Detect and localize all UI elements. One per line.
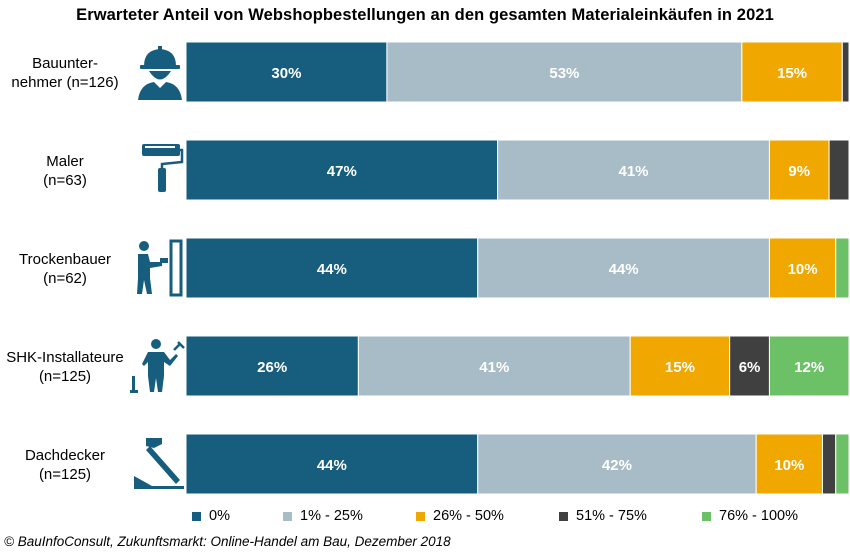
bar-segment: [185, 41, 388, 103]
category-label-line1: Dachdecker: [24, 447, 106, 464]
bar-segment: [185, 335, 359, 397]
bar-segment: [185, 237, 479, 299]
source-note: © BauInfoConsult, Zukunftsmarkt: Online-…: [4, 534, 451, 549]
category-label-line1: Trockenbauer: [19, 251, 111, 268]
data-label: 26%: [257, 359, 287, 376]
legend-item-1: 1% - 25%: [283, 508, 363, 524]
data-label: 41%: [619, 163, 649, 180]
bar-segment: [477, 433, 757, 495]
bar-segment: [835, 237, 850, 299]
data-label: 10%: [774, 457, 804, 474]
category-label-bauunternehmer: Bauunter- nehmer (n=126): [0, 54, 130, 92]
legend-label: 51% - 75%: [576, 508, 647, 524]
data-label: 53%: [549, 65, 579, 82]
legend-item-3: 51% - 75%: [559, 508, 647, 524]
legend-label: 0%: [209, 508, 230, 524]
data-label: 44%: [317, 261, 347, 278]
bar-segment: [386, 41, 743, 103]
paint-roller-icon: [142, 144, 184, 192]
category-label-line2: nehmer (n=126): [11, 74, 119, 91]
category-label-line1: SHK-Installateure: [6, 349, 124, 366]
bar-segment: [497, 139, 770, 201]
data-label: 44%: [317, 457, 347, 474]
category-label-shk-installateure: SHK-Installateure (n=125): [0, 348, 130, 386]
bar-segment: [185, 139, 499, 201]
data-label: 44%: [609, 261, 639, 278]
legend-swatch: [192, 511, 201, 521]
data-label: 42%: [602, 457, 632, 474]
drywall-worker-icon: [137, 239, 183, 297]
legend-label: 26% - 50%: [433, 508, 504, 524]
bar-segment: [755, 433, 823, 495]
category-label-maler: Maler (n=63): [0, 152, 130, 190]
data-label: 30%: [271, 65, 301, 82]
roofing-hammer-icon: [134, 438, 184, 489]
bar-segment: [768, 139, 830, 201]
data-label: 41%: [479, 359, 509, 376]
data-label: 10%: [788, 261, 818, 278]
construction-worker-icon: [138, 46, 182, 100]
legend-item-2: 26% - 50%: [416, 508, 504, 524]
bar-segment: [741, 41, 843, 103]
bar-segment: [629, 335, 731, 397]
category-label-trockenbauer: Trockenbauer (n=62): [0, 250, 130, 288]
data-label: 15%: [777, 65, 807, 82]
legend-swatch: [283, 511, 292, 521]
bar-segment: [821, 433, 837, 495]
data-label: 6%: [739, 359, 761, 376]
legend-label: 1% - 25%: [300, 508, 363, 524]
data-label: 47%: [327, 163, 357, 180]
category-label-line1: Maler: [46, 153, 84, 170]
data-label: 9%: [788, 163, 810, 180]
data-label: 15%: [665, 359, 695, 376]
plumber-icon: [130, 339, 185, 393]
data-label: 12%: [794, 359, 824, 376]
bar-segment: [835, 433, 850, 495]
category-label-line1: Bauunter-: [32, 55, 98, 72]
legend-swatch: [702, 511, 711, 521]
category-label-dachdecker: Dachdecker (n=125): [0, 446, 130, 484]
bar-segment: [828, 139, 850, 201]
category-label-line2: (n=62): [43, 270, 87, 287]
legend-item-0: 0%: [192, 508, 230, 524]
legend-label: 76% - 100%: [719, 508, 798, 524]
bar-segment: [841, 41, 850, 103]
category-label-line2: (n=125): [38, 466, 92, 483]
bar-segment: [477, 237, 770, 299]
bar-segment: [768, 237, 837, 299]
bar-segment: [768, 335, 850, 397]
bar-segment: [357, 335, 631, 397]
category-label-line2: (n=63): [43, 172, 87, 189]
bar-segment: [729, 335, 770, 397]
bar-segment: [185, 433, 479, 495]
legend-swatch: [559, 511, 568, 521]
category-label-line2: (n=125): [38, 368, 92, 385]
legend-swatch: [416, 511, 425, 521]
chart-title: Erwarteter Anteil von Webshopbestellunge…: [76, 6, 774, 24]
legend-item-4: 76% - 100%: [702, 508, 798, 524]
